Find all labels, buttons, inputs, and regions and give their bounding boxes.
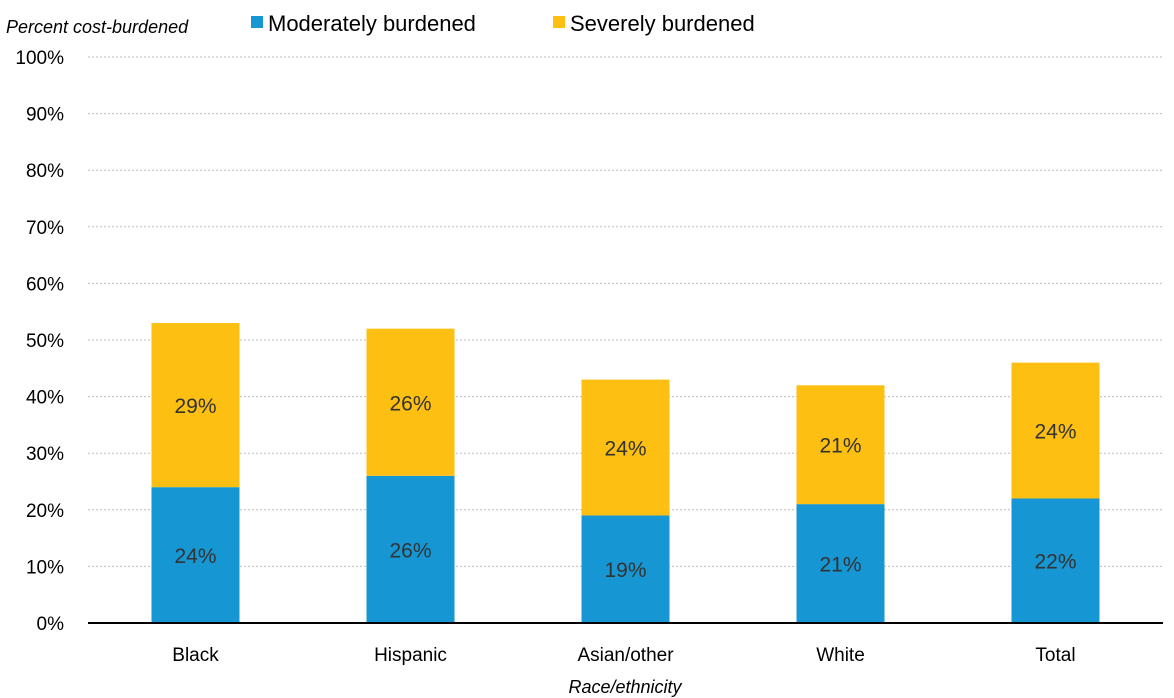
data-label: 24% bbox=[604, 438, 646, 461]
bar-severely-total bbox=[1011, 362, 1100, 499]
bar-moderately-hispanic bbox=[366, 475, 455, 623]
x-tick-label: Total bbox=[1035, 645, 1075, 666]
x-tick-label: Asian/other bbox=[577, 645, 674, 666]
y-tick-label: 30% bbox=[26, 444, 64, 465]
y-tick-label: 70% bbox=[26, 218, 64, 239]
legend-label-moderately-burdened: Moderately burdened bbox=[268, 11, 476, 36]
bars: 24% 29% 26% 26% 19% 24% 21% 21% 22% 24% bbox=[151, 323, 1100, 623]
x-tick-label: Hispanic bbox=[374, 645, 447, 666]
y-tick-label: 50% bbox=[26, 331, 64, 352]
data-label: 29% bbox=[174, 395, 216, 418]
bar-severely-white bbox=[796, 385, 885, 505]
data-label: 24% bbox=[174, 545, 216, 568]
data-label: 24% bbox=[1034, 421, 1076, 444]
data-label: 21% bbox=[819, 435, 861, 458]
legend-label-severely-burdened: Severely burdened bbox=[570, 11, 755, 36]
bar-moderately-asian-other bbox=[581, 515, 670, 623]
y-tick-label: 60% bbox=[26, 274, 64, 295]
y-tick-label: 100% bbox=[15, 48, 64, 69]
x-axis-ticks: Black Hispanic Asian/other White Total bbox=[172, 645, 1075, 666]
bar-moderately-black bbox=[151, 487, 240, 623]
bar-moderately-white bbox=[796, 504, 885, 623]
legend-swatch-moderately-burdened bbox=[251, 16, 263, 28]
data-label: 26% bbox=[389, 392, 431, 415]
y-axis-ticks: 0% 10% 20% 30% 40% 50% 60% 70% 80% 90% 100% bbox=[15, 48, 64, 635]
y-tick-label: 20% bbox=[26, 501, 64, 522]
x-tick-label: Black bbox=[172, 645, 219, 666]
bar-severely-hispanic bbox=[366, 328, 455, 476]
x-axis-title: Race/ethnicity bbox=[568, 677, 682, 697]
bar-severely-asian-other bbox=[581, 379, 670, 516]
y-tick-label: 90% bbox=[26, 105, 64, 126]
data-label: 26% bbox=[389, 539, 431, 562]
y-tick-label: 10% bbox=[26, 557, 64, 578]
data-label: 21% bbox=[819, 554, 861, 577]
y-tick-label: 80% bbox=[26, 161, 64, 182]
legend-swatch-severely-burdened bbox=[553, 16, 565, 28]
data-label: 19% bbox=[604, 559, 646, 582]
y-tick-label: 40% bbox=[26, 388, 64, 409]
bar-severely-black bbox=[151, 323, 240, 488]
data-label: 22% bbox=[1034, 551, 1076, 574]
bar-moderately-total bbox=[1011, 498, 1100, 623]
legend: Moderately burdened Severely burdened bbox=[251, 11, 755, 36]
y-axis-title: Percent cost-burdened bbox=[6, 17, 189, 37]
x-tick-label: White bbox=[816, 645, 865, 666]
y-tick-label: 0% bbox=[37, 614, 65, 635]
